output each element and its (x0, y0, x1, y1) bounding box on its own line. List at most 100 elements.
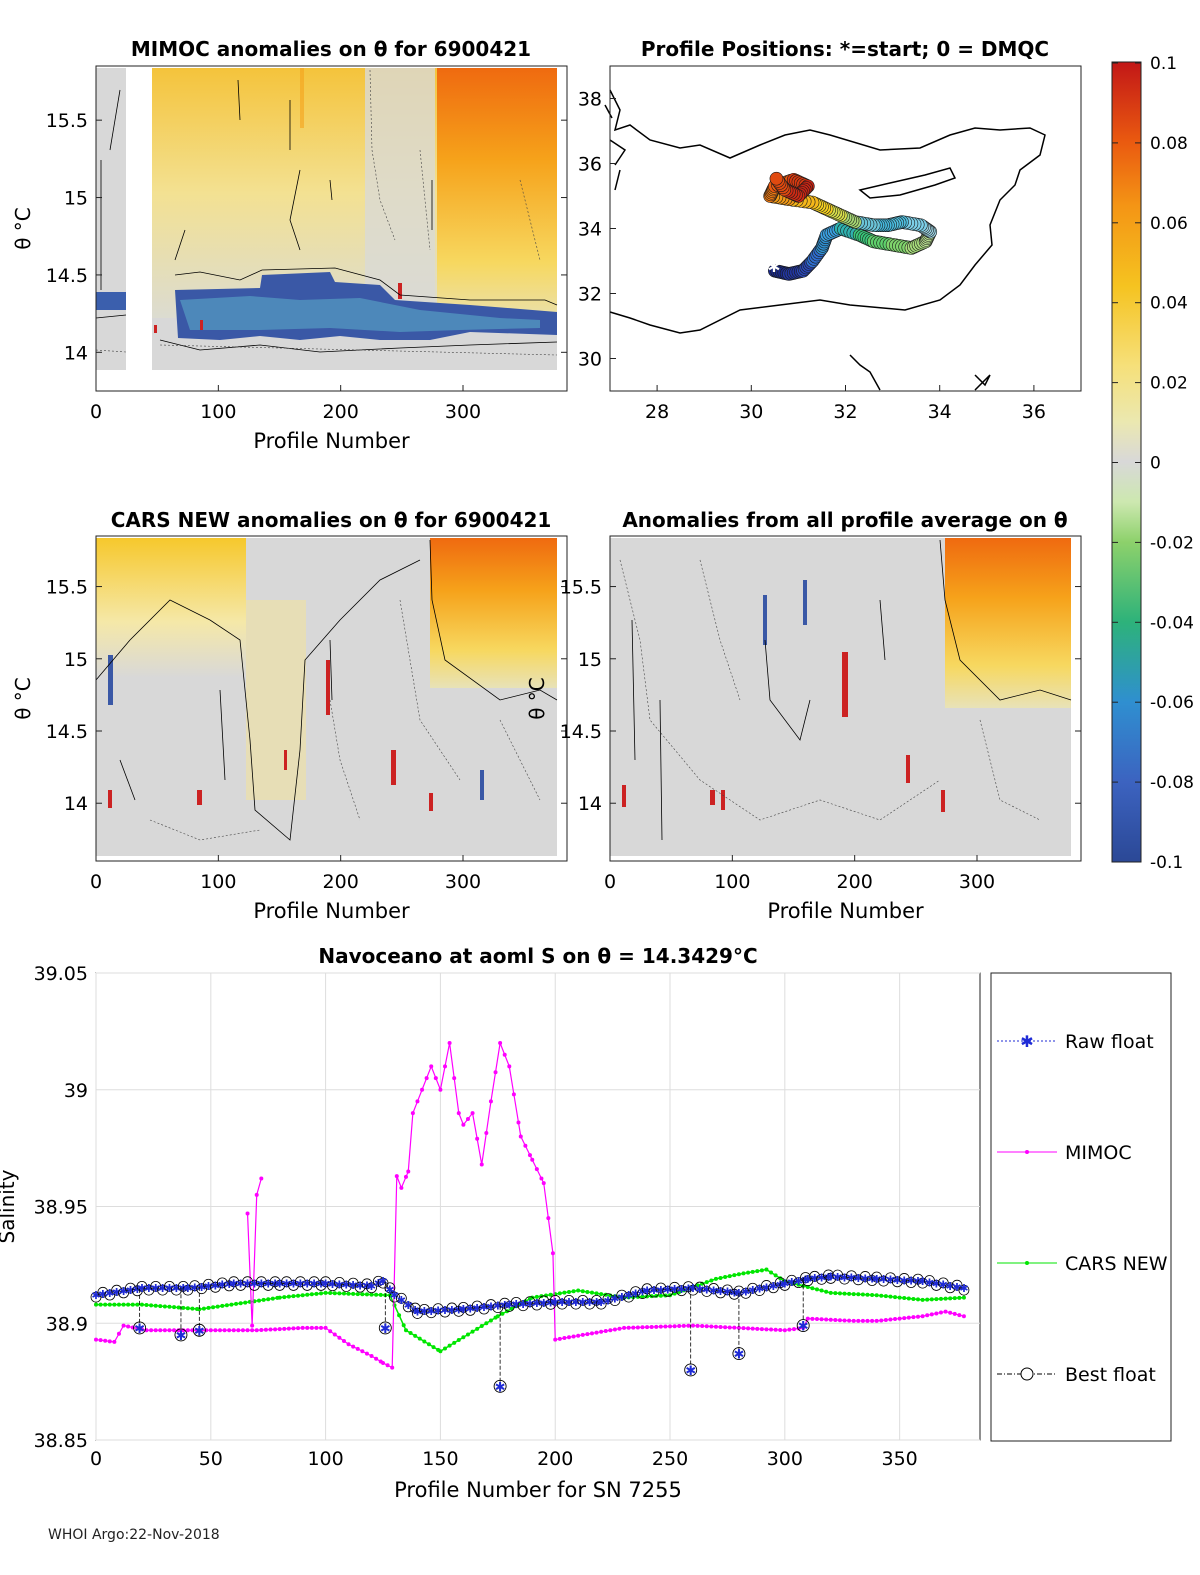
y-tick-label: 15 (64, 649, 88, 671)
colorbar-tick-label: -0.08 (1150, 773, 1194, 793)
raw-float-point: ✱ (447, 1304, 456, 1317)
mimoc-point (394, 1174, 399, 1179)
cars-point (112, 1302, 117, 1307)
raw-float-point: ✱ (610, 1293, 619, 1306)
cars-point (286, 1294, 291, 1299)
best-float-point (255, 1276, 267, 1288)
cars-point (355, 1292, 360, 1297)
x-tick-label: 36 (1022, 401, 1046, 423)
raw-float-point: ✱ (367, 1280, 376, 1293)
cars-point (837, 1291, 842, 1296)
best-float-point (905, 1277, 917, 1288)
cars-point (153, 1303, 158, 1308)
best-float-point (471, 1300, 483, 1312)
cars-point (911, 1296, 916, 1301)
x-tick-label: 0 (604, 871, 616, 893)
raw-float-point: ✱ (355, 1279, 364, 1292)
mimoc-point (645, 1325, 650, 1330)
mimoc-point (268, 1327, 273, 1332)
y-axis-label: θ °C (525, 677, 549, 720)
cars-panel: CARS NEW anomalies on θ for 6900421 (95, 508, 568, 862)
raw-float-point: ✱ (539, 1297, 548, 1310)
cars-point (948, 1296, 953, 1301)
raw-float-point: ✱ (952, 1281, 961, 1294)
raw-float-point: ✱ (390, 1289, 399, 1302)
cars-point (234, 1301, 239, 1306)
best-float-point (281, 1276, 292, 1288)
raw-float-point: ✱ (847, 1272, 856, 1285)
raw-float-point: ✱ (397, 1294, 406, 1307)
cars-point (314, 1291, 319, 1296)
x-tick-label: 50 (199, 1448, 223, 1470)
cars-point (305, 1292, 310, 1297)
raw-float-point: ✱ (172, 1282, 181, 1295)
raw-float-point: ✱ (695, 1283, 704, 1296)
mimoc-point (736, 1325, 741, 1330)
mimoc-point (351, 1344, 356, 1349)
start-marker: * (768, 259, 780, 285)
cars-point (828, 1290, 833, 1295)
positions-panel: Profile Positions: *=start; 0 = DMQC * (604, 37, 1082, 392)
cars-point (883, 1294, 888, 1299)
best-float-point (563, 1294, 575, 1306)
best-float-point (320, 1276, 332, 1288)
raw-float-point: ✱ (197, 1281, 206, 1294)
mimoc-point (227, 1328, 232, 1333)
raw-float-point: ✱ (176, 1329, 187, 1344)
mimoc-point (374, 1356, 379, 1361)
cars-point (158, 1304, 163, 1309)
cars-point (764, 1267, 769, 1272)
mimoc-point (842, 1318, 847, 1323)
raw-float-point: ✱ (638, 1286, 647, 1299)
mimoc-point (498, 1041, 503, 1046)
raw-float-point: ✱ (716, 1285, 725, 1298)
best-float-point (846, 1270, 857, 1282)
cars-point (422, 1339, 427, 1344)
cars-point (364, 1292, 369, 1297)
y-tick-label: 15 (578, 649, 602, 671)
cars-point (351, 1291, 356, 1296)
best-float-point (288, 1280, 299, 1291)
mimoc-point (511, 1092, 516, 1097)
mimoc-point (502, 1052, 507, 1057)
cars-point (925, 1297, 930, 1302)
cars-point (337, 1291, 342, 1296)
raw-float-point: ✱ (685, 1364, 696, 1379)
cars-point (323, 1290, 328, 1295)
cars-point (413, 1333, 418, 1338)
mimoc-point (690, 1323, 695, 1328)
best-float-point (164, 1280, 175, 1292)
mimoc-point (286, 1326, 291, 1331)
mimoc-point (553, 1337, 558, 1342)
cars-point (769, 1270, 774, 1275)
mimoc-point (810, 1316, 815, 1321)
x-tick-label: 200 (837, 871, 873, 893)
cars-point (879, 1293, 884, 1298)
cars-point (580, 1289, 585, 1294)
raw-float-point: ✱ (557, 1296, 566, 1309)
raw-float-point: ✱ (670, 1283, 679, 1296)
cars-point (566, 1289, 571, 1294)
cars-point (713, 1276, 718, 1281)
mimoc-point (608, 1328, 613, 1333)
cars-point (238, 1301, 243, 1306)
mimoc-point (158, 1328, 163, 1333)
legend (990, 972, 1172, 1442)
mimoc-point (424, 1076, 429, 1081)
colorbar-tick-label: 0.06 (1150, 214, 1188, 234)
mimoc-point (415, 1099, 420, 1104)
best-float-point (944, 1282, 956, 1294)
cars-point (369, 1292, 374, 1297)
mimoc-point (704, 1324, 709, 1329)
cars-point (475, 1326, 480, 1331)
mimoc-point (654, 1324, 659, 1329)
mimoc-point (814, 1317, 819, 1322)
x-tick-label: 250 (652, 1448, 688, 1470)
best-float-point (825, 1273, 837, 1284)
mimoc-point (346, 1342, 351, 1347)
cars-point (594, 1291, 599, 1296)
mimoc-spike (246, 1178, 262, 1326)
raw-float-point: ✱ (229, 1278, 238, 1291)
raw-float-point: ✱ (236, 1278, 245, 1291)
cars-point (403, 1328, 408, 1333)
